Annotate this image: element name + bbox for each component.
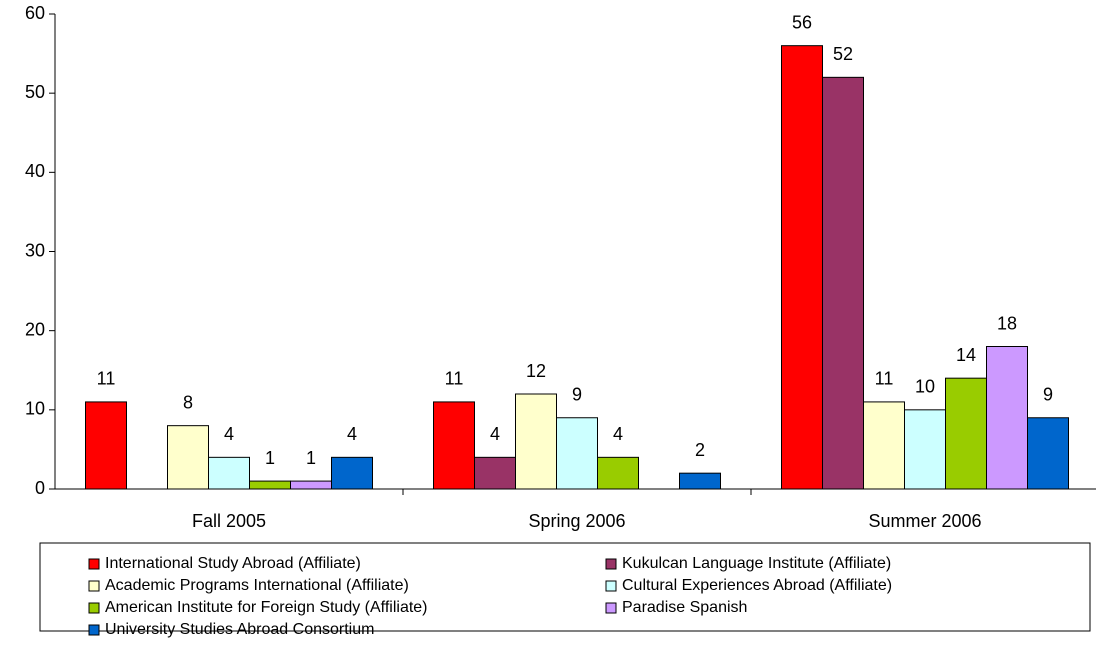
value-label: 4: [224, 424, 234, 444]
bar: [1027, 417, 1069, 490]
bar: [679, 472, 721, 490]
value-label: 10: [915, 377, 935, 397]
legend-label: International Study Abroad (Affiliate): [105, 555, 361, 572]
legend-swatch: [605, 602, 617, 614]
value-label: 12: [526, 361, 546, 381]
value-label: 56: [792, 12, 812, 32]
legend-swatch: [88, 558, 100, 570]
value-label: 4: [347, 424, 357, 444]
y-tick-label: 30: [25, 240, 45, 260]
y-tick-label: 0: [35, 478, 45, 498]
y-tick-label: 10: [25, 399, 45, 419]
bar: [433, 401, 475, 490]
bar: [290, 480, 332, 490]
legend-box: [39, 542, 1091, 632]
value-label: 52: [833, 44, 853, 64]
value-label: 11: [97, 369, 116, 389]
legend-swatch: [88, 580, 100, 592]
value-label: 4: [613, 424, 623, 444]
value-label: 9: [1043, 385, 1053, 405]
legend-label: American Institute for Foreign Study (Af…: [105, 599, 428, 616]
y-tick-label: 50: [25, 82, 45, 102]
bar: [597, 456, 639, 490]
bar: [331, 456, 373, 490]
legend-label: Cultural Experiences Abroad (Affiliate): [622, 577, 892, 594]
value-label: 8: [183, 392, 193, 412]
value-label: 14: [956, 345, 976, 365]
value-label: 2: [695, 440, 705, 460]
x-tick-label: Fall 2005: [192, 511, 266, 531]
value-label: 1: [265, 448, 275, 468]
legend-swatch: [88, 624, 100, 636]
value-label: 18: [997, 313, 1017, 333]
value-label: 1: [306, 448, 316, 468]
bar: [515, 393, 557, 490]
legend-label: Paradise Spanish: [622, 599, 747, 616]
y-tick-label: 60: [25, 3, 45, 23]
legend-label: Kukulcan Language Institute (Affiliate): [622, 555, 891, 572]
value-label: 9: [572, 385, 582, 405]
value-label: 11: [875, 369, 894, 389]
bar: [208, 456, 250, 490]
x-tick-label: Summer 2006: [868, 511, 981, 531]
legend-swatch: [605, 580, 617, 592]
bar: [474, 456, 516, 490]
bar: [822, 76, 864, 490]
y-tick-label: 40: [25, 161, 45, 181]
value-label: 4: [490, 424, 500, 444]
legend-swatch: [605, 558, 617, 570]
bar: [781, 45, 823, 490]
y-tick-label: 20: [25, 319, 45, 339]
value-label: 11: [445, 369, 464, 389]
bar: [904, 409, 946, 490]
bar: [986, 346, 1028, 490]
x-tick-label: Spring 2006: [528, 511, 625, 531]
legend-swatch: [88, 602, 100, 614]
bar: [863, 401, 905, 490]
legend-label: Academic Programs International (Affilia…: [105, 577, 409, 594]
bar: [556, 417, 598, 490]
legend-label: University Studies Abroad Consortium: [105, 621, 374, 638]
bar: [249, 480, 291, 490]
bar: [945, 377, 987, 490]
bar: [85, 401, 127, 490]
bar: [167, 425, 209, 490]
